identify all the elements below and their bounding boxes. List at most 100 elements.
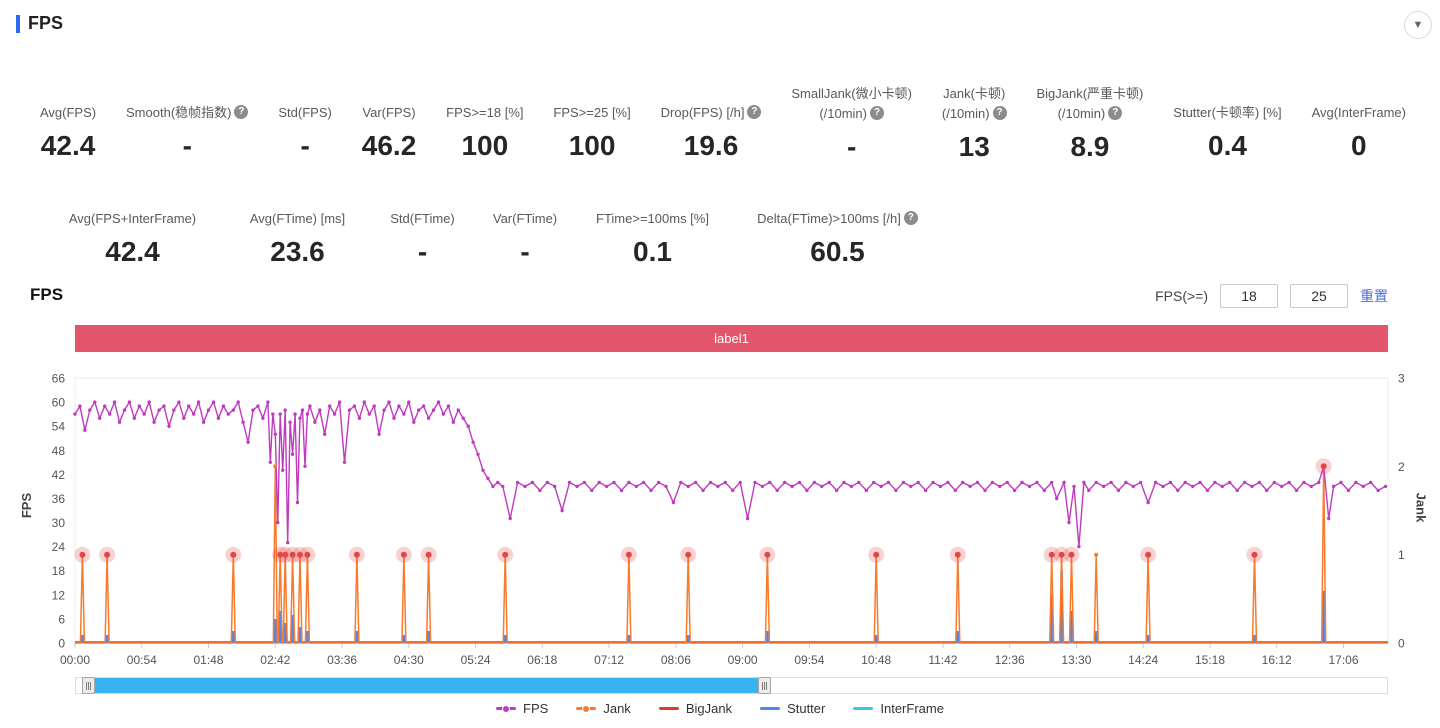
accent-bar: [16, 14, 20, 33]
metric-value: 19.6: [683, 130, 739, 161]
svg-text:11:42: 11:42: [928, 653, 957, 667]
svg-text:24: 24: [52, 540, 66, 554]
reset-link[interactable]: 重置: [1360, 288, 1388, 304]
metrics-row-primary: Avg(FPS) 42.4 Smooth(稳帧指数)? - Std(FPS) - Var(F…: [40, 84, 1406, 163]
legend-item-jank[interactable]: Jank: [576, 701, 631, 716]
legend-label: Stutter: [787, 701, 826, 716]
metric-value: 60.5: [810, 236, 865, 267]
chart-legend: FPS Jank BigJank Stutter InterFrame: [0, 701, 1440, 716]
svg-text:66: 66: [52, 372, 66, 386]
svg-text:13:30: 13:30: [1061, 653, 1091, 667]
metric-stutter: Stutter(卡顿率) [%] 0.4: [1173, 84, 1281, 163]
help-icon[interactable]: ?: [903, 211, 918, 226]
legend-marker: [853, 707, 874, 710]
metric-value: 42.4: [40, 130, 96, 161]
section-title: FPS: [28, 13, 64, 33]
metric-label: Delta(FTime)>100ms [/h]?: [730, 190, 945, 228]
scrollbar-range[interactable]: [87, 678, 765, 693]
fps-filter: FPS(>=) 重置: [1155, 284, 1388, 308]
metric-label: Avg(FTime) [ms]: [249, 210, 346, 226]
legend-item-stutter[interactable]: Stutter: [760, 701, 825, 716]
svg-text:18: 18: [52, 564, 66, 578]
svg-text:00:54: 00:54: [127, 653, 157, 667]
help-icon[interactable]: ?: [1108, 106, 1123, 121]
svg-text:07:12: 07:12: [594, 653, 624, 667]
legend-label: BigJank: [685, 701, 733, 716]
svg-text:15:18: 15:18: [1195, 653, 1225, 667]
legend-item-fps[interactable]: FPS: [496, 701, 548, 716]
metric-label: Jank(卡顿) (/10min)?: [941, 86, 1007, 121]
legend-item-interframe[interactable]: InterFrame: [853, 701, 944, 716]
metric-value: 23.6: [270, 236, 325, 267]
svg-text:01:48: 01:48: [193, 653, 223, 667]
metric-jank: Jank(卡顿) (/10min)? 13: [942, 84, 1007, 163]
svg-text:36: 36: [52, 492, 66, 506]
metric-value: 0: [1350, 130, 1367, 161]
metric-value: 42.4: [105, 236, 160, 267]
legend-marker: [658, 707, 679, 710]
svg-text:16:12: 16:12: [1262, 653, 1292, 667]
metric-std-fps: Std(FPS) -: [278, 84, 331, 163]
metric-value: 13: [958, 131, 990, 162]
metric-drop-fps-h: Drop(FPS) [/h]? 19.6: [661, 84, 762, 163]
svg-text:2: 2: [1398, 460, 1405, 474]
x-axis-ticks: 00:00 00:54 01:48 02:42 03:36 04:30 05:24 06:18…: [60, 643, 1359, 667]
scrollbar-right-handle[interactable]: [758, 677, 772, 694]
metric-label: FTime>=100ms [%]: [596, 210, 709, 226]
chart-header: FPS FPS(>=) 重置: [0, 283, 1440, 311]
metric-value: 0.4: [1208, 130, 1247, 161]
banner-text: label1: [714, 331, 749, 346]
metric-label: Avg(InterFrame): [1311, 104, 1406, 120]
right-axis-title: Jank: [1413, 492, 1429, 523]
collapse-button[interactable]: ▼: [1404, 11, 1432, 39]
svg-text:00:00: 00:00: [60, 653, 90, 667]
metric-std-ftime: Std(FTime) -: [370, 190, 475, 268]
metric-label: Stutter(卡顿率) [%]: [1173, 104, 1282, 120]
fps-points: [73, 400, 1388, 549]
svg-text:05:24: 05:24: [461, 653, 491, 667]
metric-label: Avg(FPS): [40, 104, 97, 120]
metric-label: Std(FPS): [278, 104, 332, 120]
svg-text:10:48: 10:48: [861, 653, 891, 667]
metric-ftime-100ms: FTime>=100ms [%] 0.1: [575, 190, 730, 268]
help-icon[interactable]: ?: [992, 106, 1007, 121]
metric-value: -: [182, 130, 192, 161]
svg-text:48: 48: [52, 444, 66, 458]
fps-chart[interactable]: 0 6 12 18 24 30 36 42 48 54 60 66 0 1 2 3 00:00 00:54 01:4…: [0, 356, 1440, 672]
metric-value: -: [417, 236, 428, 267]
legend-dot: [582, 704, 591, 713]
fps-threshold-low-input[interactable]: [1220, 284, 1278, 308]
chart-scrollbar[interactable]: [75, 677, 1388, 694]
metric-avg-ftime-ms: Avg(FTime) [ms] 23.6: [225, 190, 370, 268]
metric-smooth: Smooth(稳帧指数)? -: [126, 84, 249, 163]
metric-value: 46.2: [361, 130, 417, 161]
legend-item-bigjank[interactable]: BigJank: [658, 701, 733, 716]
fps-line: [74, 399, 1386, 547]
left-axis-title: FPS: [19, 492, 35, 519]
metric-value: -: [520, 236, 530, 267]
help-icon[interactable]: ?: [747, 105, 762, 120]
svg-text:54: 54: [52, 420, 66, 434]
svg-text:1: 1: [1398, 548, 1405, 562]
legend-marker: [760, 707, 781, 710]
help-icon[interactable]: ?: [234, 105, 249, 120]
y-axis-right-ticks: 0 1 2 3: [1398, 372, 1405, 651]
metric-label: Drop(FPS) [/h]?: [661, 84, 762, 122]
stutter-bars: [81, 570, 1325, 643]
metric-label: FPS>=25 [%]: [553, 104, 631, 120]
y-axis-left-ticks: 0 6 12 18 24 30 36 42 48 54 60 66: [52, 372, 66, 651]
metric-avg-fps: Avg(FPS) 42.4: [40, 84, 96, 163]
svg-text:09:00: 09:00: [728, 653, 758, 667]
svg-text:30: 30: [52, 516, 66, 530]
svg-text:04:30: 04:30: [394, 653, 424, 667]
metric-avg-interframe: Avg(InterFrame) 0: [1312, 84, 1406, 163]
svg-text:12: 12: [52, 588, 66, 602]
help-icon[interactable]: ?: [870, 106, 884, 121]
scrollbar-left-handle[interactable]: [81, 677, 95, 694]
metric-value: -: [846, 131, 857, 162]
metric-label: Var(FTime): [492, 210, 558, 226]
fps-threshold-high-input[interactable]: [1290, 284, 1348, 308]
legend-marker: [576, 704, 597, 713]
chart-title: FPS: [30, 285, 64, 304]
